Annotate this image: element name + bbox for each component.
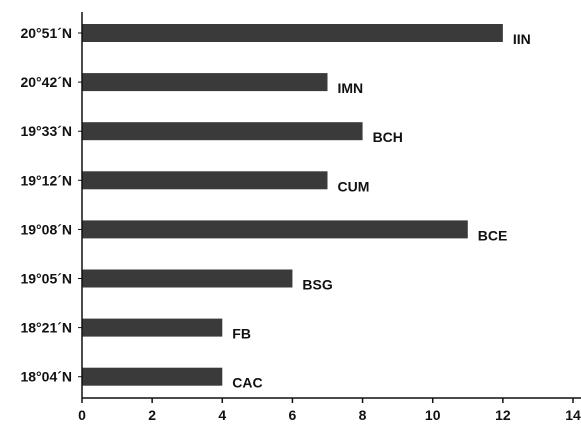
bars-group	[82, 24, 503, 386]
category-label: 19°05´N	[20, 271, 72, 287]
category-label: 20°42´N	[20, 74, 72, 90]
bar	[82, 367, 223, 386]
bar	[82, 122, 363, 141]
bar-label: CUM	[338, 178, 370, 194]
bar	[82, 318, 223, 337]
bar-label: FB	[232, 326, 251, 342]
x-tick-label: 0	[78, 407, 86, 423]
bar-label: BCH	[373, 129, 403, 145]
bar	[82, 171, 328, 190]
bar-label: CAC	[232, 375, 262, 391]
x-tick-label: 8	[359, 407, 367, 423]
x-tick-label: 6	[289, 407, 297, 423]
category-label: 19°33´N	[20, 123, 72, 139]
x-tick-label: 12	[495, 407, 511, 423]
category-label: 20°51´N	[20, 25, 72, 41]
x-tick-label: 14	[565, 407, 581, 423]
x-tick-label: 2	[148, 407, 156, 423]
bar-label: BCE	[478, 227, 508, 243]
bar-label: IIN	[513, 31, 531, 47]
axes-group: 20°51´N IIN 20°42´N IMN 19°33´N BCH 19°12´N CUM…	[20, 12, 581, 423]
bar	[82, 24, 503, 42]
category-label: 18°04´N	[20, 369, 72, 385]
bar-label: IMN	[338, 80, 364, 96]
x-tick-label: 10	[425, 407, 441, 423]
bar	[82, 73, 328, 92]
category-label: 19°08´N	[20, 221, 72, 237]
x-tick-label: 4	[218, 407, 226, 423]
category-label: 19°12´N	[20, 172, 72, 188]
bar-label: BSG	[302, 277, 332, 293]
bar	[82, 269, 293, 288]
bar	[82, 220, 468, 239]
category-label: 18°21´N	[20, 320, 72, 336]
